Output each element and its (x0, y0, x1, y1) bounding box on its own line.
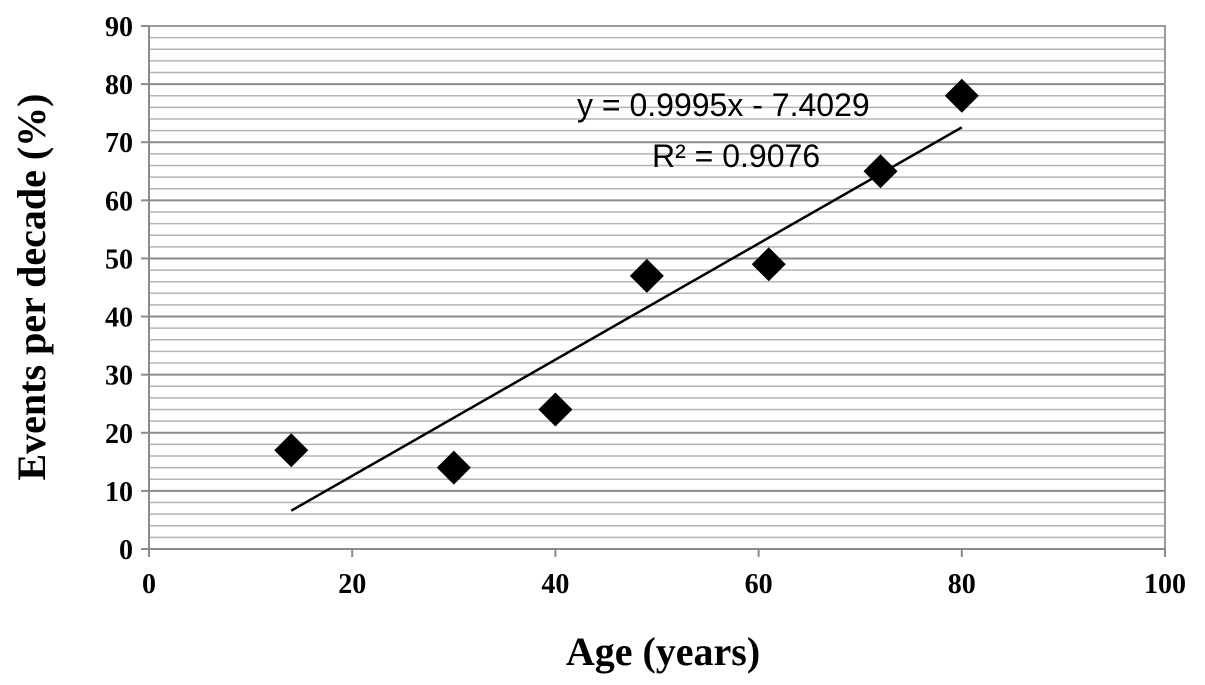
x-tick-label: 100 (1144, 569, 1186, 600)
trendline (290, 126, 963, 512)
data-point (863, 154, 898, 189)
trendline-r-squared: R² = 0.9076 (652, 138, 820, 174)
x-tick-label: 20 (338, 569, 366, 600)
x-tick-label: 80 (948, 569, 976, 600)
trendline-equation: y = 0.9995x - 7.4029 (577, 87, 870, 123)
y-tick-label: 70 (105, 128, 133, 159)
y-tick-label: 50 (105, 244, 133, 275)
data-point (538, 392, 573, 427)
x-tick-label: 0 (142, 569, 156, 600)
data-point (944, 78, 979, 113)
y-tick-label: 90 (105, 12, 133, 43)
data-point (436, 450, 471, 485)
x-axis (148, 548, 1166, 557)
y-tick-label: 60 (105, 186, 133, 217)
y-tick-label: 40 (105, 303, 133, 334)
y-tick-label: 30 (105, 361, 133, 392)
data-point (751, 247, 786, 282)
minor-gridlines (149, 36, 1165, 539)
data-point (629, 258, 664, 293)
x-tick-labels: 0 20 40 60 80 100 (142, 569, 1186, 600)
x-tick-label: 60 (745, 569, 773, 600)
data-point (274, 433, 309, 468)
data-points (274, 78, 979, 485)
y-axis-title: Events per decade (%) (9, 94, 54, 481)
y-tick-label: 80 (105, 70, 133, 101)
y-tick-label: 10 (105, 477, 133, 508)
y-tick-label: 0 (119, 535, 133, 566)
y-tick-labels: 0 10 20 30 40 50 60 70 80 90 (105, 12, 133, 566)
x-tick-label: 40 (541, 569, 569, 600)
y-tick-label: 20 (105, 419, 133, 450)
y-axis (141, 25, 150, 550)
x-axis-title: Age (years) (566, 629, 760, 674)
